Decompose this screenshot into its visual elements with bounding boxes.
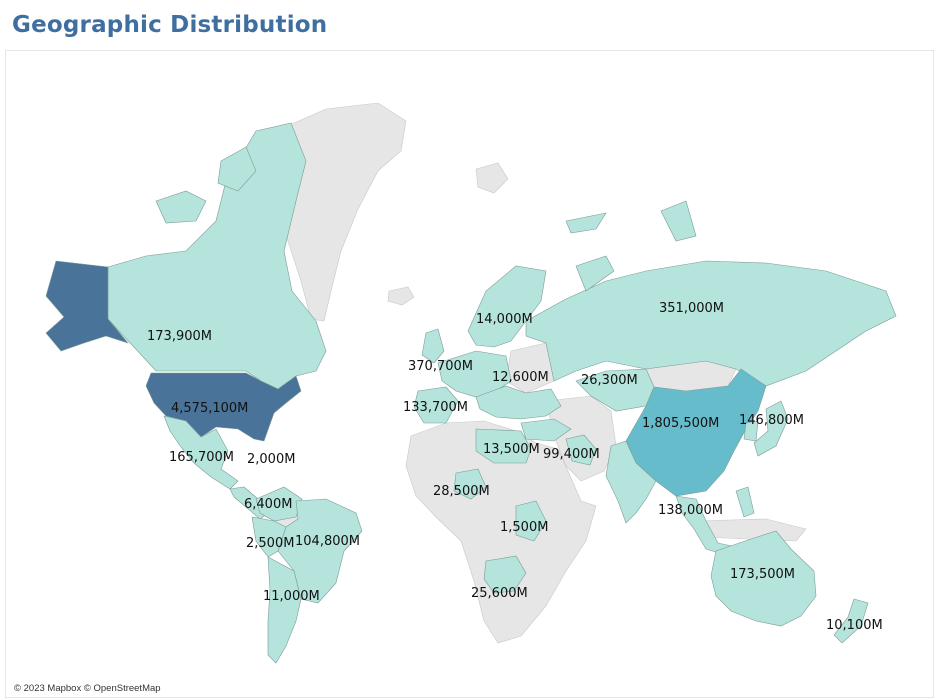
label-brazil: 104,800M <box>295 534 360 549</box>
label-china: 1,805,500M <box>642 416 719 431</box>
scandinavia-shape[interactable] <box>467 265 547 348</box>
central-europe-shape[interactable] <box>475 385 562 420</box>
label-argentina: 11,000M <box>263 589 320 604</box>
uk-shape[interactable] <box>421 328 445 364</box>
label-central-america: 2,000M <box>247 452 295 467</box>
label-west-europe: 370,700M <box>408 359 473 374</box>
label-southeast-asia: 138,000M <box>658 503 723 518</box>
page-title: Geographic Distribution <box>12 12 328 38</box>
label-russia: 351,000M <box>659 301 724 316</box>
central-america-shape[interactable] <box>229 486 269 520</box>
korea-shape <box>743 420 759 442</box>
nigeria-shape[interactable] <box>453 468 487 500</box>
iceland-shape <box>387 286 415 306</box>
label-east-africa: 1,500M <box>500 520 548 535</box>
usa-shape[interactable] <box>145 372 302 442</box>
label-gulf: 99,400M <box>543 447 600 462</box>
label-colombia: 6,400M <box>244 497 292 512</box>
canada-shape[interactable] <box>107 122 327 390</box>
east-europe-nodata-shape <box>505 342 555 394</box>
label-south-africa: 25,600M <box>471 586 528 601</box>
map-attribution[interactable]: © 2023 Mapbox © OpenStreetMap <box>14 683 161 694</box>
label-central-asia: 26,300M <box>581 373 638 388</box>
label-australia: 173,500M <box>730 567 795 582</box>
label-iberia: 133,700M <box>403 400 468 415</box>
turkey-shape[interactable] <box>520 418 572 442</box>
alaska-shape[interactable] <box>45 260 129 352</box>
canada-islands-shape <box>155 190 207 224</box>
svalbard-shape <box>475 162 509 194</box>
philippines-shape <box>735 486 755 518</box>
russia-arctic-islands-2-shape <box>575 255 615 292</box>
label-peru: 2,500M <box>246 536 294 551</box>
russia-arctic-islands-shape <box>565 212 607 234</box>
colombia-shape[interactable] <box>255 486 303 522</box>
iberia-shape[interactable] <box>413 386 459 424</box>
peru-shape[interactable] <box>251 516 287 558</box>
label-central-europe: 12,600M <box>492 370 549 385</box>
argentina-shape[interactable] <box>267 556 302 664</box>
map-view[interactable]: 173,900M 4,575,100M 165,700M 2,000M 6,40… <box>5 50 934 698</box>
world-map[interactable]: 173,900M 4,575,100M 165,700M 2,000M 6,40… <box>6 51 933 697</box>
egypt-shape[interactable] <box>475 428 532 464</box>
label-canada: 173,900M <box>147 329 212 344</box>
chukotka-shape <box>660 200 697 242</box>
label-japan: 146,800M <box>739 413 804 428</box>
label-new-zealand: 10,100M <box>826 618 883 633</box>
label-egypt: 13,500M <box>483 442 540 457</box>
label-nigeria: 28,500M <box>433 484 490 499</box>
label-scandinavia: 14,000M <box>476 312 533 327</box>
east-africa-shape[interactable] <box>515 500 547 542</box>
mexico-shape[interactable] <box>163 415 239 490</box>
canada-islands-2-shape <box>217 146 257 192</box>
gulf-shape[interactable] <box>565 434 597 466</box>
south-africa-shape[interactable] <box>483 555 527 594</box>
label-mexico: 165,700M <box>169 450 234 465</box>
new-zealand-shape[interactable] <box>833 598 869 644</box>
japan-shape[interactable] <box>753 400 789 457</box>
label-usa: 4,575,100M <box>171 401 248 416</box>
india-shape[interactable] <box>605 440 657 524</box>
australia-shape[interactable] <box>710 530 817 627</box>
russia-shape[interactable] <box>525 260 897 387</box>
